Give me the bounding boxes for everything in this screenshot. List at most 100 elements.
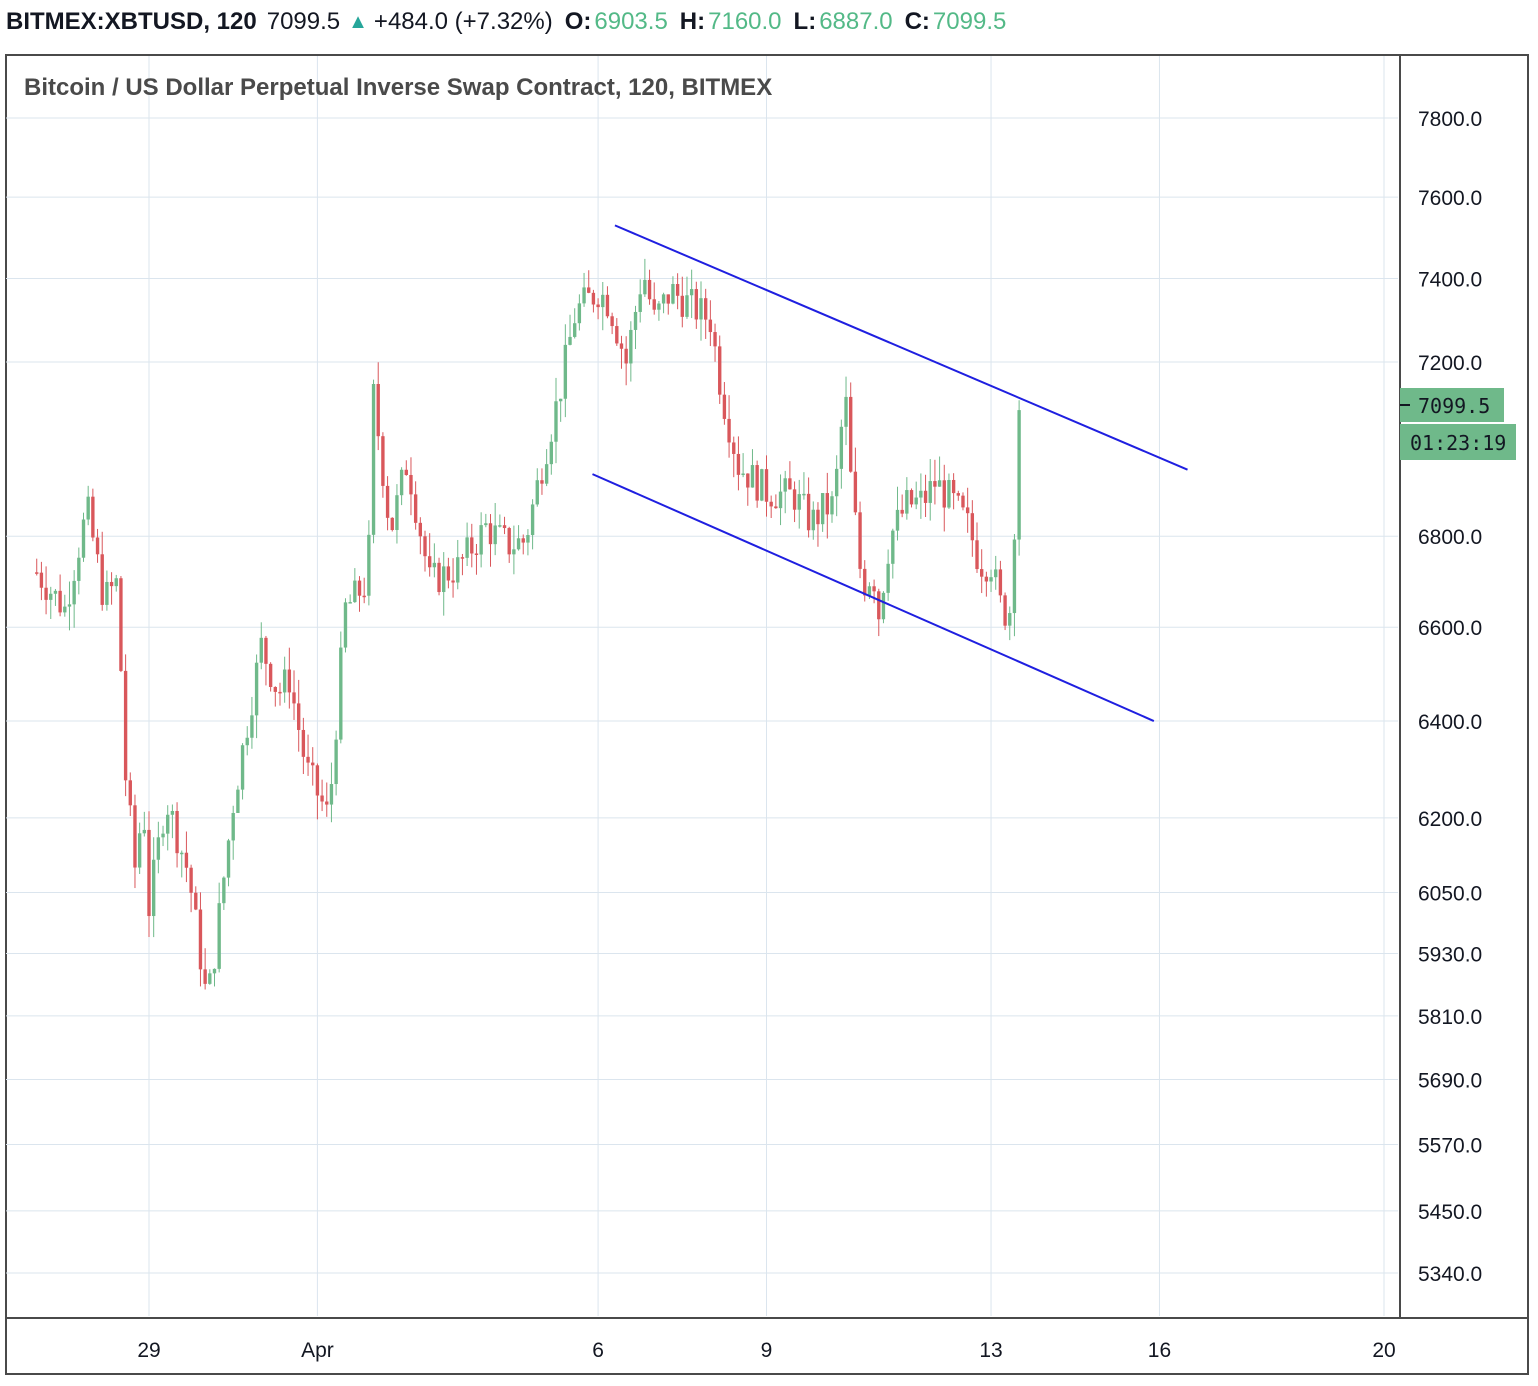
candle-up — [432, 562, 437, 568]
candle-up — [81, 519, 86, 558]
price-tick-label: 6050.0 — [1418, 882, 1482, 905]
candle-up — [554, 401, 558, 442]
candle-down — [357, 580, 362, 596]
candle-down — [788, 478, 792, 490]
candle-down — [194, 892, 198, 910]
candle-up — [442, 566, 446, 593]
price-tick-label: 6400.0 — [1418, 711, 1482, 734]
time-axis[interactable]: 29 Apr 6 9 13 16 20 — [137, 1339, 1395, 1362]
candle-up — [395, 495, 399, 531]
candle-down — [362, 595, 366, 598]
candle-down — [278, 691, 282, 694]
candle-down — [806, 493, 811, 531]
candle-down — [610, 316, 614, 327]
candle-down — [970, 513, 975, 541]
candle-down — [816, 509, 820, 525]
candle-up — [699, 298, 703, 320]
candle-down — [872, 586, 876, 592]
candle-down — [133, 805, 137, 868]
candle-up — [222, 877, 226, 904]
time-tick-label: Apr — [301, 1339, 334, 1362]
candle-down — [849, 396, 853, 472]
candle-down — [956, 493, 960, 496]
price-tick-label: 5340.0 — [1418, 1263, 1482, 1286]
candle-down — [437, 562, 441, 593]
candle-down — [147, 829, 151, 917]
candle-down — [123, 670, 128, 781]
trendline[interactable] — [614, 224, 1188, 471]
candle-down — [900, 509, 904, 514]
candle-up — [601, 294, 605, 308]
symbol-label[interactable]: BITMEX:XBTUSD, 120 — [6, 8, 257, 35]
trendline[interactable] — [592, 473, 1155, 722]
candle-down — [624, 348, 628, 364]
candle-up — [53, 590, 58, 594]
price-tick-label: 5450.0 — [1418, 1201, 1482, 1224]
candle-up — [741, 473, 745, 476]
candle-down — [320, 795, 324, 802]
candle-up — [657, 303, 661, 310]
candle-up — [114, 578, 118, 587]
candle-down — [268, 663, 273, 687]
candle-up — [329, 784, 334, 805]
candle-down — [297, 703, 301, 730]
candle-down — [666, 294, 670, 304]
candle-down — [264, 637, 268, 664]
candle-up — [802, 493, 806, 496]
candle-up — [484, 523, 488, 526]
candle-up — [245, 737, 249, 746]
candle-down — [507, 528, 511, 555]
candle-up — [77, 557, 81, 581]
candle-up — [142, 829, 147, 834]
candle-up — [881, 592, 886, 620]
trend-channel[interactable] — [592, 224, 1188, 722]
candle-down — [708, 319, 713, 333]
candle-up — [353, 580, 357, 603]
time-tick-label: 6 — [592, 1339, 604, 1362]
candle-down — [488, 523, 493, 545]
countdown-badge-text: 01:23:19 — [1410, 431, 1506, 455]
candle-down — [470, 537, 474, 554]
candle-down — [605, 294, 610, 317]
candle-up — [558, 398, 563, 402]
candle-up — [549, 441, 553, 465]
candle-down — [727, 418, 731, 443]
candle-up — [250, 715, 254, 738]
last-price-badge-bg — [1400, 388, 1504, 422]
candle-up — [339, 647, 343, 740]
candle-down — [933, 481, 937, 487]
price-tick-label: 7800.0 — [1418, 108, 1482, 131]
candle-down — [755, 465, 759, 501]
candle-up — [86, 496, 90, 520]
countdown-badge: 01:23:19 — [1400, 424, 1516, 460]
candle-down — [587, 287, 591, 293]
candle-up — [886, 563, 890, 593]
candle-up — [371, 383, 376, 535]
candle-up — [685, 295, 689, 317]
candle-up — [820, 493, 825, 525]
candle-down — [591, 292, 596, 305]
candle-down — [774, 506, 778, 509]
time-tick-label: 9 — [761, 1339, 773, 1362]
candle-up — [49, 593, 53, 600]
high-value: 7160.0 — [708, 8, 782, 35]
candle-up — [343, 602, 348, 648]
candle-down — [704, 298, 708, 320]
candle-up — [629, 329, 633, 364]
price-axis[interactable]: 7800.0 7600.0 7400.0 7200.0 6800.0 6600.0 6400… — [1418, 108, 1482, 1286]
candle-down — [540, 480, 544, 484]
candle-down — [746, 473, 750, 488]
candle-down — [460, 557, 465, 559]
candle-down — [311, 762, 315, 766]
candle-up — [844, 396, 848, 427]
candle-down — [446, 566, 451, 581]
candle-down — [652, 299, 656, 310]
last-price-badge-text: 7099.5 — [1418, 394, 1490, 418]
open-value: 6903.5 — [594, 8, 668, 35]
candle-up — [919, 490, 923, 498]
candle-down — [615, 326, 619, 344]
candle-up — [535, 480, 539, 505]
candle-up — [839, 426, 844, 469]
candle-down — [858, 512, 862, 569]
